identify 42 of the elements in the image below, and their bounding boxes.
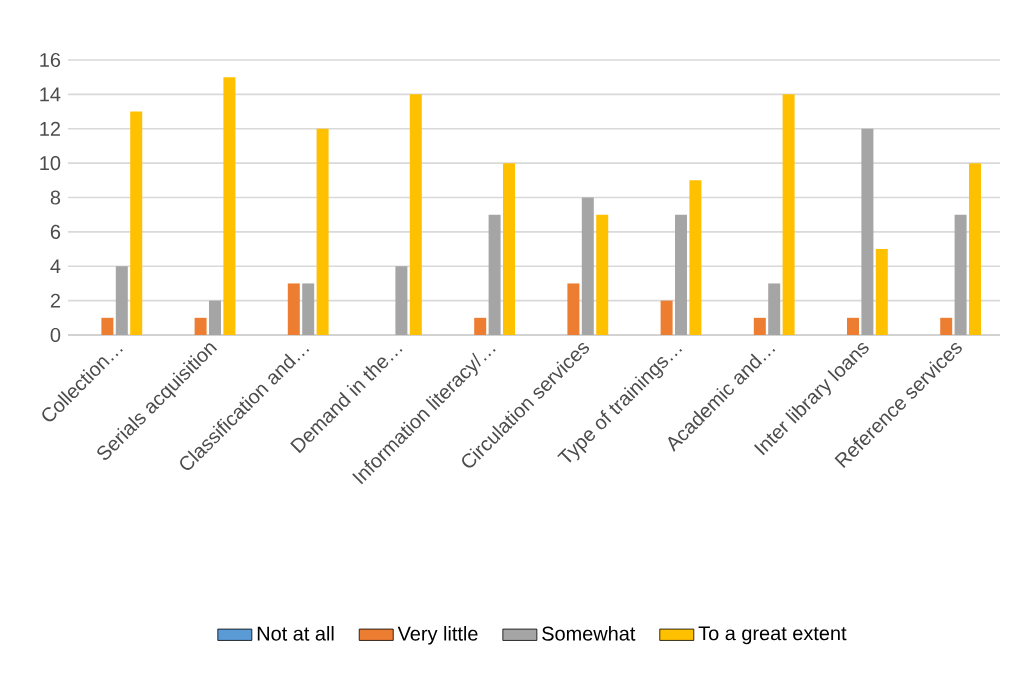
legend-label: To a great extent <box>698 626 847 645</box>
bar <box>409 94 422 335</box>
bar <box>954 214 967 335</box>
y-tick-label: 12 <box>40 121 60 136</box>
bar <box>768 283 781 335</box>
bar <box>503 163 515 335</box>
bar <box>940 317 953 335</box>
y-tick-label: 4 <box>50 259 61 274</box>
legend-label: Somewhat <box>542 626 636 641</box>
bar <box>474 317 487 335</box>
bar <box>395 266 408 335</box>
bar <box>130 111 143 335</box>
bar <box>488 214 501 335</box>
bar <box>689 180 702 335</box>
y-tick-label: 14 <box>40 87 61 102</box>
bar <box>302 283 315 335</box>
y-tick-label: 2 <box>50 293 60 308</box>
legend-label: Not at all <box>257 626 334 641</box>
bar <box>316 128 329 335</box>
bar <box>861 128 874 335</box>
y-tick-label: 16 <box>40 52 61 68</box>
bar <box>581 197 594 335</box>
bar <box>875 249 888 335</box>
bar <box>101 317 114 335</box>
bar <box>969 163 981 335</box>
bar <box>209 300 221 335</box>
bar <box>782 94 795 335</box>
bar <box>115 266 128 335</box>
y-tick-label: 10 <box>40 156 61 171</box>
bar <box>567 283 580 335</box>
bar <box>194 317 207 335</box>
bar <box>223 77 236 335</box>
bar <box>847 317 859 335</box>
y-tick-label: 6 <box>50 224 61 239</box>
y-tick-label: 0 <box>50 327 61 343</box>
bar <box>287 283 300 335</box>
legend-label: Very little <box>397 626 478 645</box>
bar <box>596 214 609 335</box>
bar <box>675 214 687 335</box>
bar <box>753 317 766 335</box>
bar <box>660 300 673 335</box>
y-tick-label: 8 <box>50 190 61 205</box>
